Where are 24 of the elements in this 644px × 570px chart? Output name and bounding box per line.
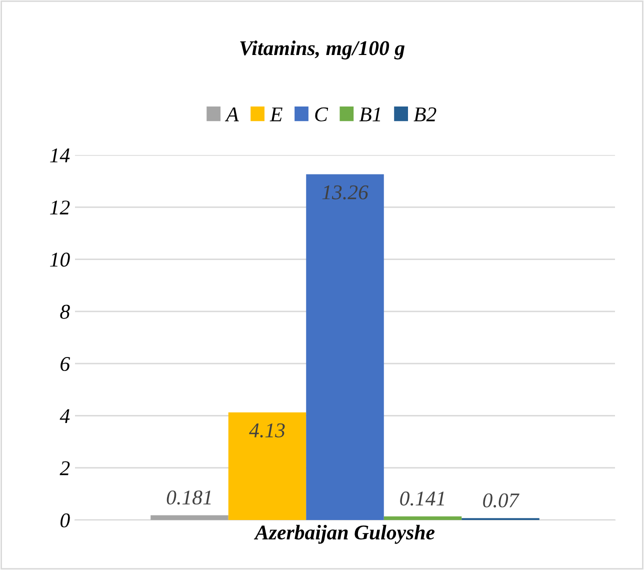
y-tick-label: 6 <box>60 357 70 372</box>
legend-label: B2 <box>414 107 436 122</box>
y-tick-label: 14 <box>50 148 70 162</box>
data-label: 4.13 <box>249 423 285 438</box>
bar <box>228 412 306 520</box>
legend-label: C <box>315 107 328 122</box>
data-label: 0.141 <box>400 492 444 506</box>
y-tick-label: 8 <box>60 304 70 319</box>
bar <box>384 516 462 520</box>
legend-label: B1 <box>359 107 380 122</box>
y-tick-label: 12 <box>50 200 70 214</box>
data-label: 13.26 <box>322 185 368 200</box>
y-tick-label: 0 <box>60 513 70 528</box>
x-tick-label: Azerbaijan Guloyshe <box>254 524 435 544</box>
data-label: 0.181 <box>166 490 211 505</box>
bar <box>150 515 228 520</box>
data-label: 0.07 <box>483 493 520 508</box>
bar <box>306 174 384 520</box>
y-tick-label: 10 <box>50 252 70 267</box>
legend-label: A <box>224 107 239 122</box>
y-tick-label: 2 <box>60 461 70 476</box>
chart-title: Vitamins, mg/100 g <box>240 40 405 60</box>
y-tick-label: 4 <box>60 409 70 423</box>
legend-label: E <box>270 108 282 122</box>
